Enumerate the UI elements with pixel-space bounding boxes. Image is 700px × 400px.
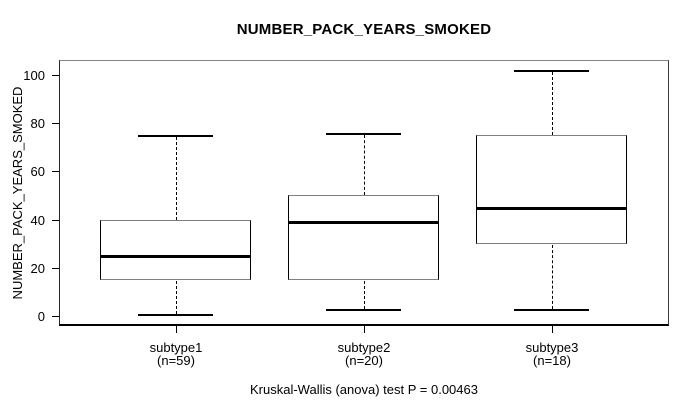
- whisker-lower: [176, 281, 177, 314]
- whisker-upper: [364, 135, 365, 195]
- median-line: [476, 207, 627, 210]
- whisker-cap-lower: [138, 314, 213, 316]
- x-tick: [176, 326, 177, 333]
- whisker-cap-upper: [514, 70, 589, 72]
- whisker-cap-lower: [514, 309, 589, 311]
- whisker-cap-upper: [138, 135, 213, 137]
- y-axis-title: NUMBER_PACK_YEARS_SMOKED: [10, 86, 25, 300]
- chart-title: NUMBER_PACK_YEARS_SMOKED: [236, 21, 492, 38]
- y-tick: [52, 171, 59, 172]
- y-tick: [52, 220, 59, 221]
- y-tick: [52, 123, 59, 124]
- y-tick-label: 0: [37, 309, 45, 324]
- y-tick-label: 60: [30, 164, 45, 179]
- x-tick: [552, 326, 553, 333]
- y-tick-label: 100: [23, 68, 45, 83]
- x-axis-group-n: (n=18): [533, 353, 571, 368]
- box-iqr: [476, 135, 627, 244]
- x-axis-group-n: (n=59): [157, 353, 195, 368]
- whisker-lower: [364, 281, 365, 309]
- x-axis-group-label: subtype2: [337, 340, 391, 355]
- plot-area: [59, 60, 669, 326]
- x-axis-group-n: (n=20): [345, 353, 383, 368]
- y-tick: [52, 316, 59, 317]
- y-tick-label: 40: [30, 213, 45, 228]
- y-tick: [52, 268, 59, 269]
- median-line: [288, 221, 439, 224]
- box-iqr: [288, 195, 439, 280]
- y-tick: [52, 75, 59, 76]
- x-tick: [364, 326, 365, 333]
- y-tick-label: 20: [30, 261, 45, 276]
- whisker-cap-upper: [326, 133, 401, 135]
- whisker-upper: [552, 72, 553, 135]
- caption-kruskal-wallis: Kruskal-Wallis (anova) test P = 0.00463: [250, 382, 478, 397]
- x-axis-group-label: subtype1: [149, 340, 203, 355]
- whisker-cap-lower: [326, 309, 401, 311]
- y-tick-label: 80: [30, 116, 45, 131]
- box-iqr: [100, 220, 251, 280]
- x-axis-group-label: subtype3: [525, 340, 579, 355]
- whisker-lower: [552, 245, 553, 309]
- median-line: [100, 255, 251, 258]
- whisker-upper: [176, 137, 177, 220]
